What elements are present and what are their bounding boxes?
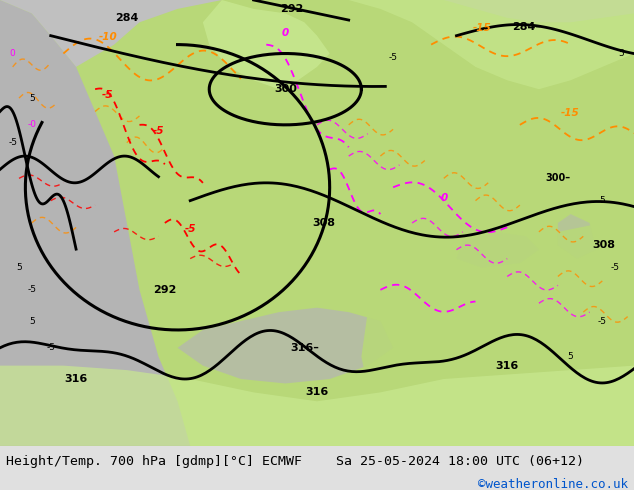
Text: -15: -15 — [561, 108, 580, 118]
Text: 300–: 300– — [545, 173, 571, 183]
Text: 292: 292 — [280, 4, 303, 14]
Text: 0: 0 — [281, 27, 289, 38]
Text: -5: -5 — [598, 317, 607, 325]
Text: 300: 300 — [274, 84, 297, 94]
Text: 5: 5 — [29, 317, 35, 325]
Text: -5: -5 — [8, 138, 17, 147]
Polygon shape — [203, 0, 330, 89]
Polygon shape — [456, 232, 539, 268]
Text: 5: 5 — [16, 263, 22, 272]
Polygon shape — [349, 0, 634, 89]
Polygon shape — [361, 201, 634, 446]
Text: -15: -15 — [472, 23, 491, 33]
Text: 308: 308 — [312, 218, 335, 228]
Polygon shape — [0, 0, 222, 67]
Text: 316: 316 — [496, 361, 519, 370]
Text: 316: 316 — [306, 388, 328, 397]
Text: Height/Temp. 700 hPa [gdmp][°C] ECMWF: Height/Temp. 700 hPa [gdmp][°C] ECMWF — [6, 455, 302, 468]
Text: -0: -0 — [27, 121, 36, 129]
Text: -5: -5 — [27, 285, 36, 294]
Text: -5: -5 — [184, 224, 196, 234]
Text: -10: -10 — [98, 32, 117, 42]
Text: ©weatheronline.co.uk: ©weatheronline.co.uk — [477, 478, 628, 490]
Text: 316–: 316– — [290, 343, 319, 353]
Text: 5: 5 — [599, 196, 605, 205]
Text: 0: 0 — [440, 193, 448, 203]
Text: -5: -5 — [102, 90, 113, 100]
Text: 316: 316 — [65, 374, 87, 384]
Text: -5: -5 — [611, 263, 619, 272]
Polygon shape — [0, 0, 190, 446]
Text: 308: 308 — [592, 240, 615, 250]
Polygon shape — [444, 0, 634, 22]
Text: -5: -5 — [389, 53, 398, 62]
Text: 5: 5 — [567, 352, 574, 361]
Polygon shape — [0, 366, 634, 446]
Text: -5: -5 — [46, 343, 55, 352]
Polygon shape — [178, 308, 393, 384]
Text: 284: 284 — [115, 13, 138, 23]
Polygon shape — [558, 214, 596, 259]
Text: 5: 5 — [618, 49, 624, 58]
Text: 292: 292 — [153, 285, 176, 295]
Text: Sa 25-05-2024 18:00 UTC (06+12): Sa 25-05-2024 18:00 UTC (06+12) — [336, 455, 584, 468]
Text: 284–: 284– — [512, 22, 541, 32]
Text: -5: -5 — [153, 126, 164, 136]
Text: 5: 5 — [29, 94, 35, 102]
Text: 0: 0 — [10, 49, 16, 58]
